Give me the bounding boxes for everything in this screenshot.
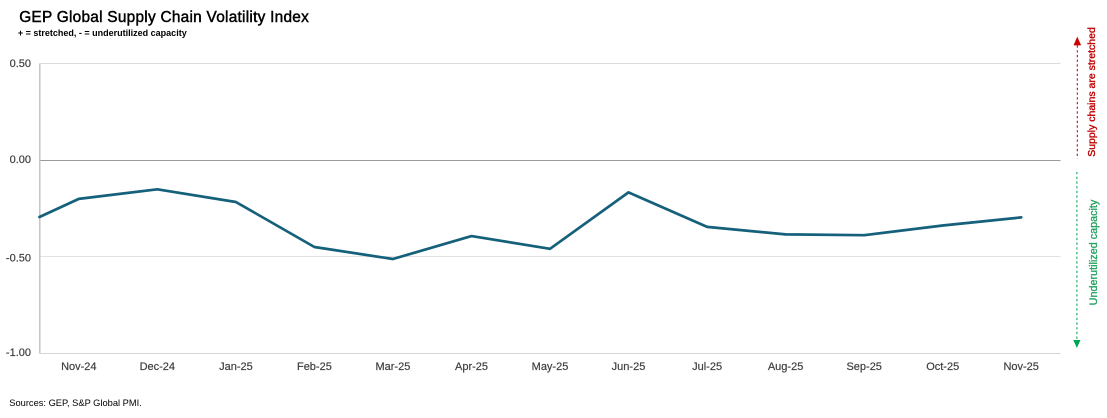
svg-text:May-25: May-25 bbox=[532, 361, 569, 373]
svg-text:Sep-25: Sep-25 bbox=[846, 361, 881, 373]
svg-text:Supply chains are stretched: Supply chains are stretched bbox=[1086, 27, 1098, 157]
svg-text:Jan-25: Jan-25 bbox=[219, 361, 253, 373]
svg-text:0.00: 0.00 bbox=[10, 154, 31, 166]
svg-text:+ = stretched, - = underutiliz: + = stretched, - = underutilized capacit… bbox=[18, 28, 187, 38]
svg-text:Nov-25: Nov-25 bbox=[1003, 361, 1038, 373]
svg-text:Dec-24: Dec-24 bbox=[140, 361, 175, 373]
svg-text:Mar-25: Mar-25 bbox=[375, 361, 410, 373]
svg-text:Aug-25: Aug-25 bbox=[768, 361, 803, 373]
svg-text:Underutilized capacity: Underutilized capacity bbox=[1088, 199, 1100, 305]
svg-text:Feb-25: Feb-25 bbox=[297, 361, 332, 373]
svg-text:-0.50: -0.50 bbox=[6, 253, 31, 265]
svg-text:0.50: 0.50 bbox=[10, 58, 31, 70]
svg-text:Sources: GEP, S&P Global PMI.: Sources: GEP, S&P Global PMI. bbox=[9, 398, 141, 408]
svg-text:Nov-24: Nov-24 bbox=[61, 361, 96, 373]
svg-text:Jul-25: Jul-25 bbox=[692, 361, 722, 373]
svg-text:GEP Global Supply Chain Volati: GEP Global Supply Chain Volatility Index bbox=[19, 9, 309, 26]
svg-text:Oct-25: Oct-25 bbox=[926, 361, 959, 373]
svg-text:Apr-25: Apr-25 bbox=[455, 361, 488, 373]
svg-text:Jun-25: Jun-25 bbox=[612, 361, 646, 373]
svg-text:-1.00: -1.00 bbox=[6, 347, 31, 359]
